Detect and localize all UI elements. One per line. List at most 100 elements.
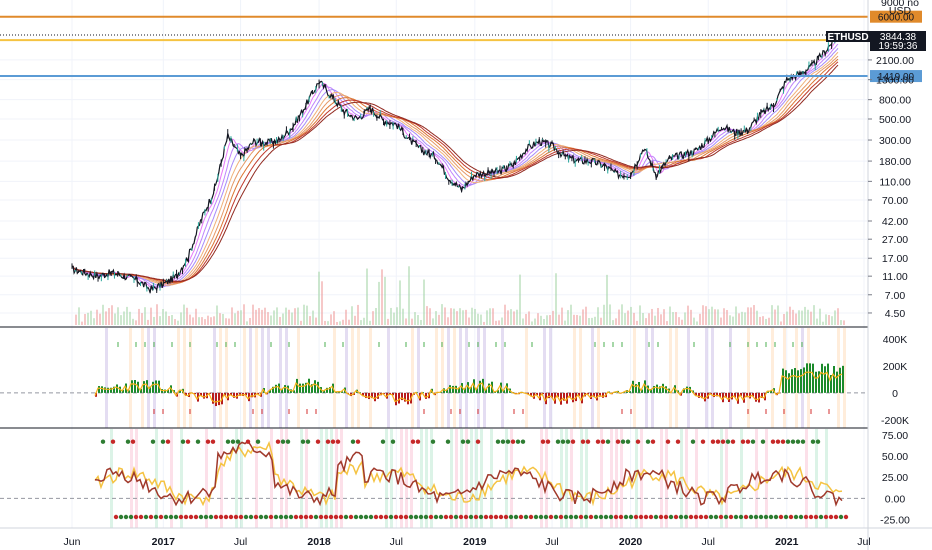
signal-dot [540,439,546,444]
histogram-bar [587,392,589,395]
volume-bar [621,304,623,325]
histogram-bar [152,381,154,393]
signal-band [243,328,246,428]
volume-bar [336,321,338,325]
histogram-bar [416,392,418,393]
volume-bar [132,318,134,325]
histogram-bar [833,366,835,393]
volume-bar [429,308,431,325]
volume-bar [306,305,308,325]
volume-bar [156,304,158,325]
histogram-bar [734,392,736,398]
volume-bar [780,321,782,325]
volume-bar [573,314,575,325]
histogram-bar [698,392,700,398]
volume-bar [348,319,350,325]
price-axis[interactable]: 2100.00 1300.00 800.00 500.00 300.00 180.00 11… [868,55,914,320]
histogram-bar [650,388,652,393]
volume-bar [342,319,344,325]
ma-line [72,55,839,285]
volume-bar [666,321,668,325]
signal-band [180,429,183,528]
histogram-bar [602,392,604,398]
volume-bar [729,315,731,325]
histogram-bar [104,387,106,393]
volume-bar [576,314,578,325]
histogram-bar [632,380,634,393]
volume-bar [327,321,329,325]
signal-dot [173,514,179,520]
volume-bar [744,312,746,325]
volume-bar [135,320,137,325]
signal-dot [583,514,589,520]
price-tick-label: 300.00 [879,135,911,147]
signal-band [480,429,483,528]
histogram-bar [731,392,733,400]
volume-bar [480,314,482,325]
signal-dot [163,514,169,520]
signal-dot [125,439,131,444]
volume-bar [270,315,272,325]
signal-dot [253,514,259,520]
volume-bar [441,304,443,325]
signal-band [645,328,648,428]
histogram-bar [458,387,460,393]
signal-dot [675,439,681,444]
signal-dot [588,514,594,520]
signal-dot [150,439,156,444]
volume-bar [771,305,773,325]
signal-dot [568,514,574,520]
signal-dot [273,514,279,520]
volume-bar [141,313,143,325]
signal-dot [713,514,719,520]
signal-band [345,328,348,428]
signal-dot [398,514,404,520]
signal-dot [510,439,516,444]
signal-dot [388,514,394,520]
signal-dot [725,439,731,444]
histogram-bar [314,380,316,393]
histogram-bar [719,392,721,398]
volume-bar [462,310,464,325]
signal-dot [313,514,319,520]
volume-bar [153,316,155,325]
volume-bar [249,317,251,325]
signal-band [177,328,180,428]
volume-bar [138,308,140,325]
volume-bar [759,316,761,325]
price-tick-label: 70.00 [882,195,908,207]
volume-bar [303,304,305,325]
histogram-bar [548,392,550,399]
oscillator-1 [0,342,868,414]
oscillator-2-axis[interactable]: 75.00 50.00 25.00 0.00 -25.00 [880,430,910,527]
histogram-bar [536,392,538,396]
volume-bar [639,305,641,325]
signal-band [420,429,423,528]
volume-bar [195,308,197,325]
signal-dot [565,439,571,444]
signal-dot [363,514,369,520]
volume-bar [672,312,674,325]
oscillator-1-axis[interactable]: 400K 200K 0 -200K [881,334,909,427]
volume-bar [96,309,98,325]
time-tick-label: Jul [234,536,247,548]
histogram-bar [527,392,529,395]
volume-bar [726,309,728,325]
histogram-bar [452,385,454,393]
volume-bar [657,307,659,325]
histogram-bar [293,390,295,393]
time-axis[interactable]: Jun 2017 Jul 2018 Jul 2019 Jul 2020 Jul 2021 Jul [64,536,871,548]
signal-dot [723,514,729,520]
signal-dot [225,439,231,444]
histogram-bar [839,367,841,393]
signal-dot [373,514,379,520]
signal-dot [563,514,569,520]
price-tick-label: 4.50 [885,308,906,320]
volume-bar [783,314,785,325]
signal-band [573,328,576,428]
signal-dot [193,514,199,520]
volume-bar [534,318,536,325]
signal-dot [413,514,419,520]
volume-bar [501,317,503,325]
volume-bar [762,316,764,325]
